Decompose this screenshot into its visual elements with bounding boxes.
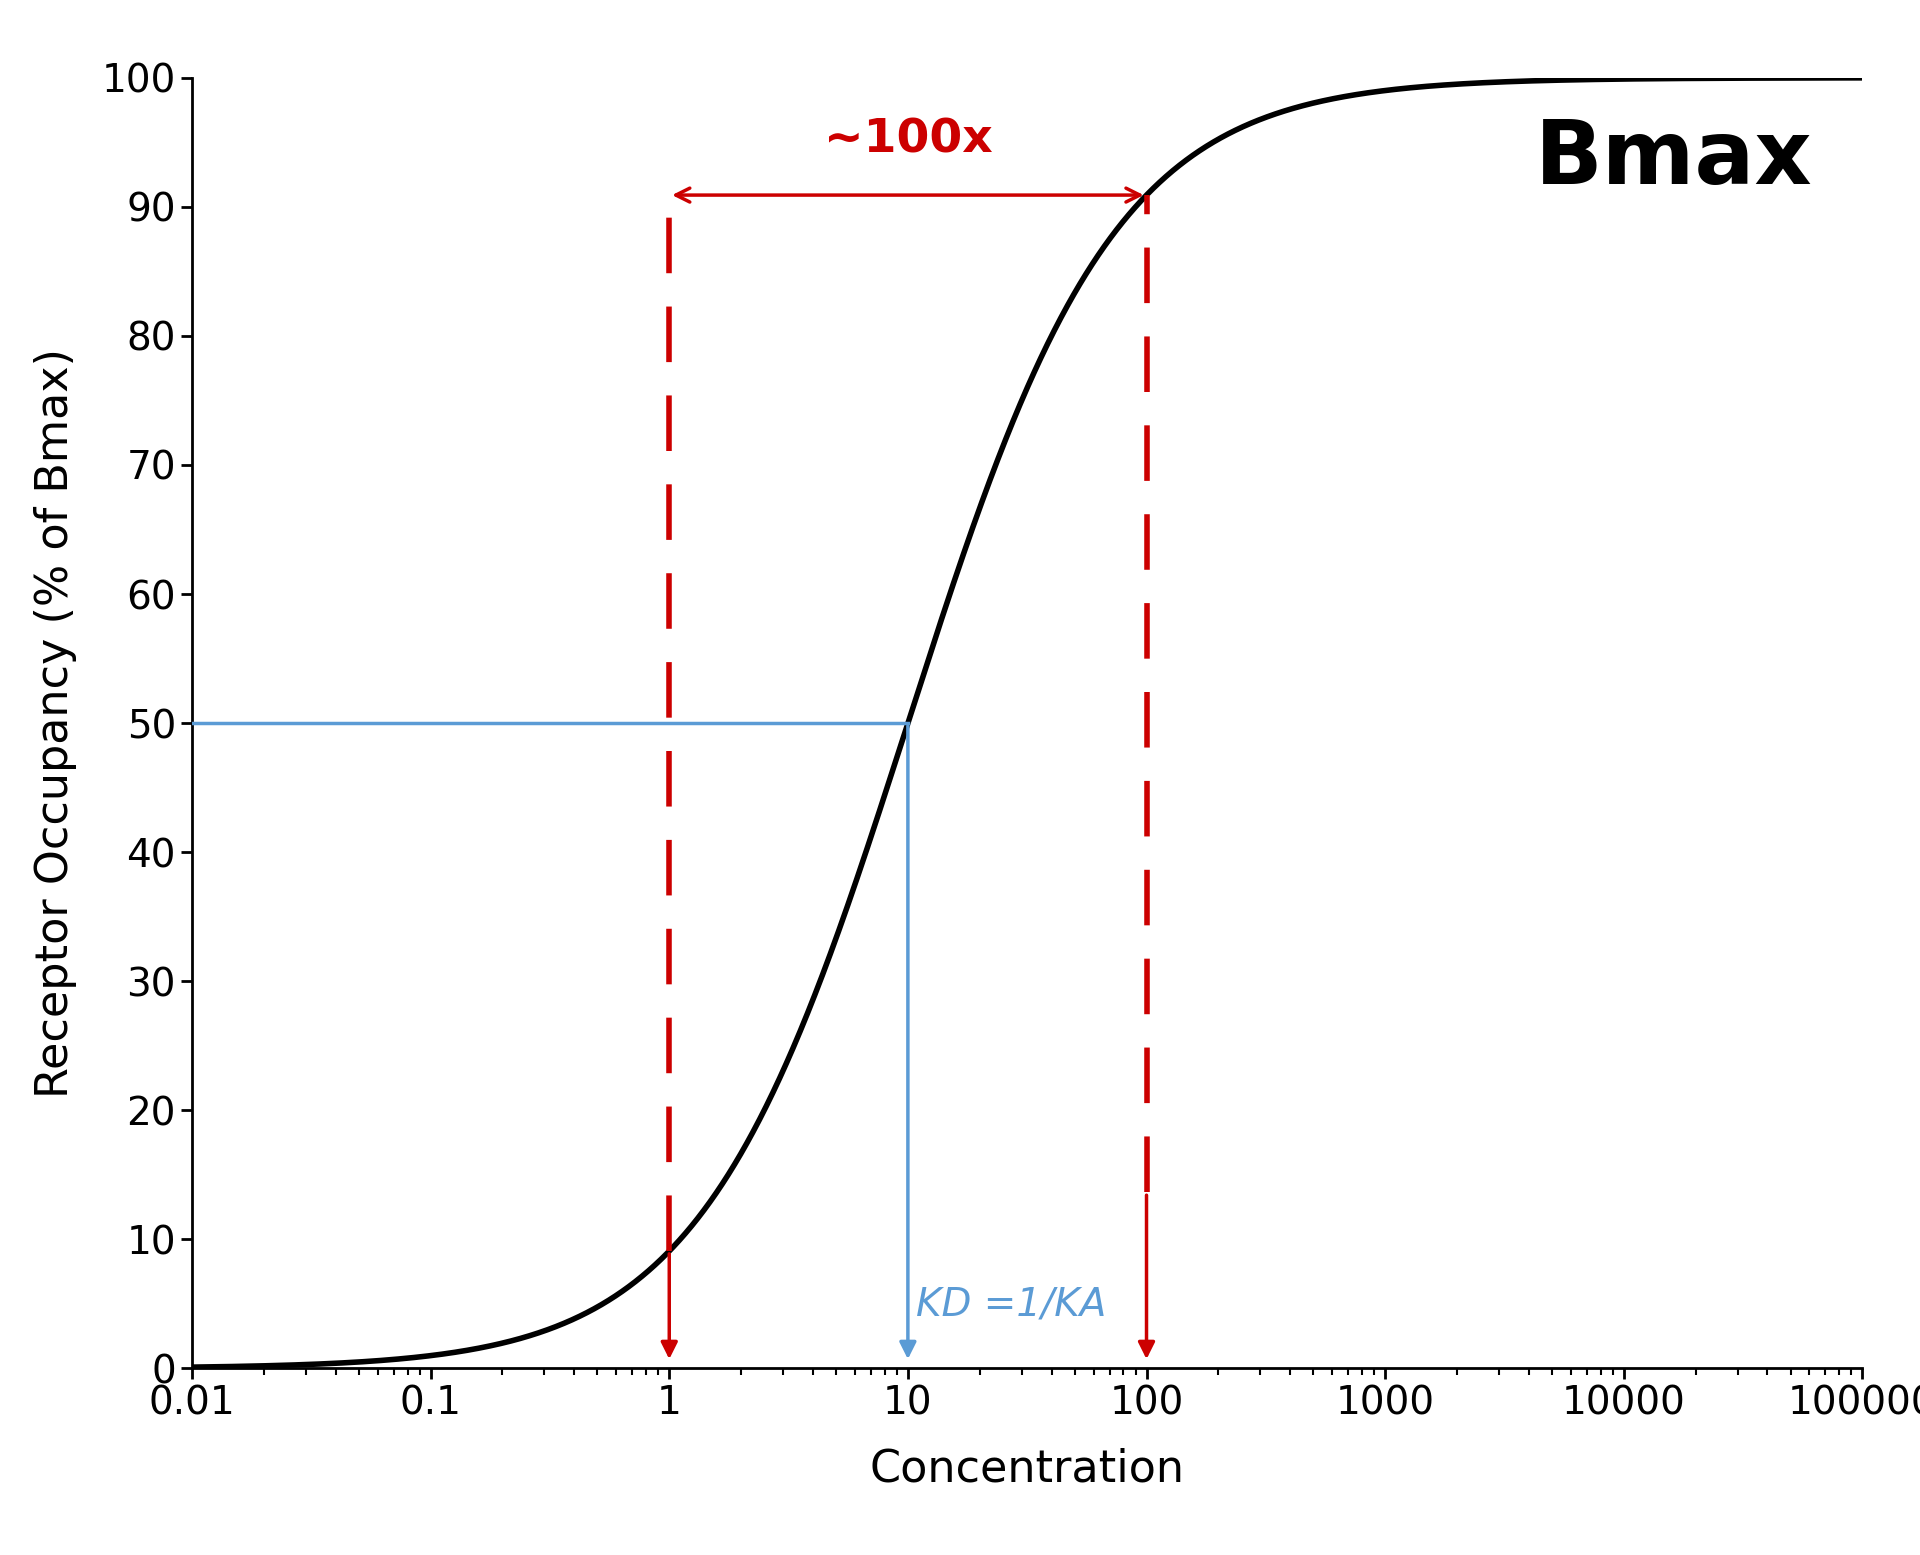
- Y-axis label: Receptor Occupancy (% of Bmax): Receptor Occupancy (% of Bmax): [35, 348, 77, 1098]
- Text: Bmax: Bmax: [1534, 117, 1812, 204]
- X-axis label: Concentration: Concentration: [870, 1448, 1185, 1490]
- Text: KD =1/KA: KD =1/KA: [916, 1286, 1106, 1323]
- Text: ~100x: ~100x: [824, 118, 993, 163]
